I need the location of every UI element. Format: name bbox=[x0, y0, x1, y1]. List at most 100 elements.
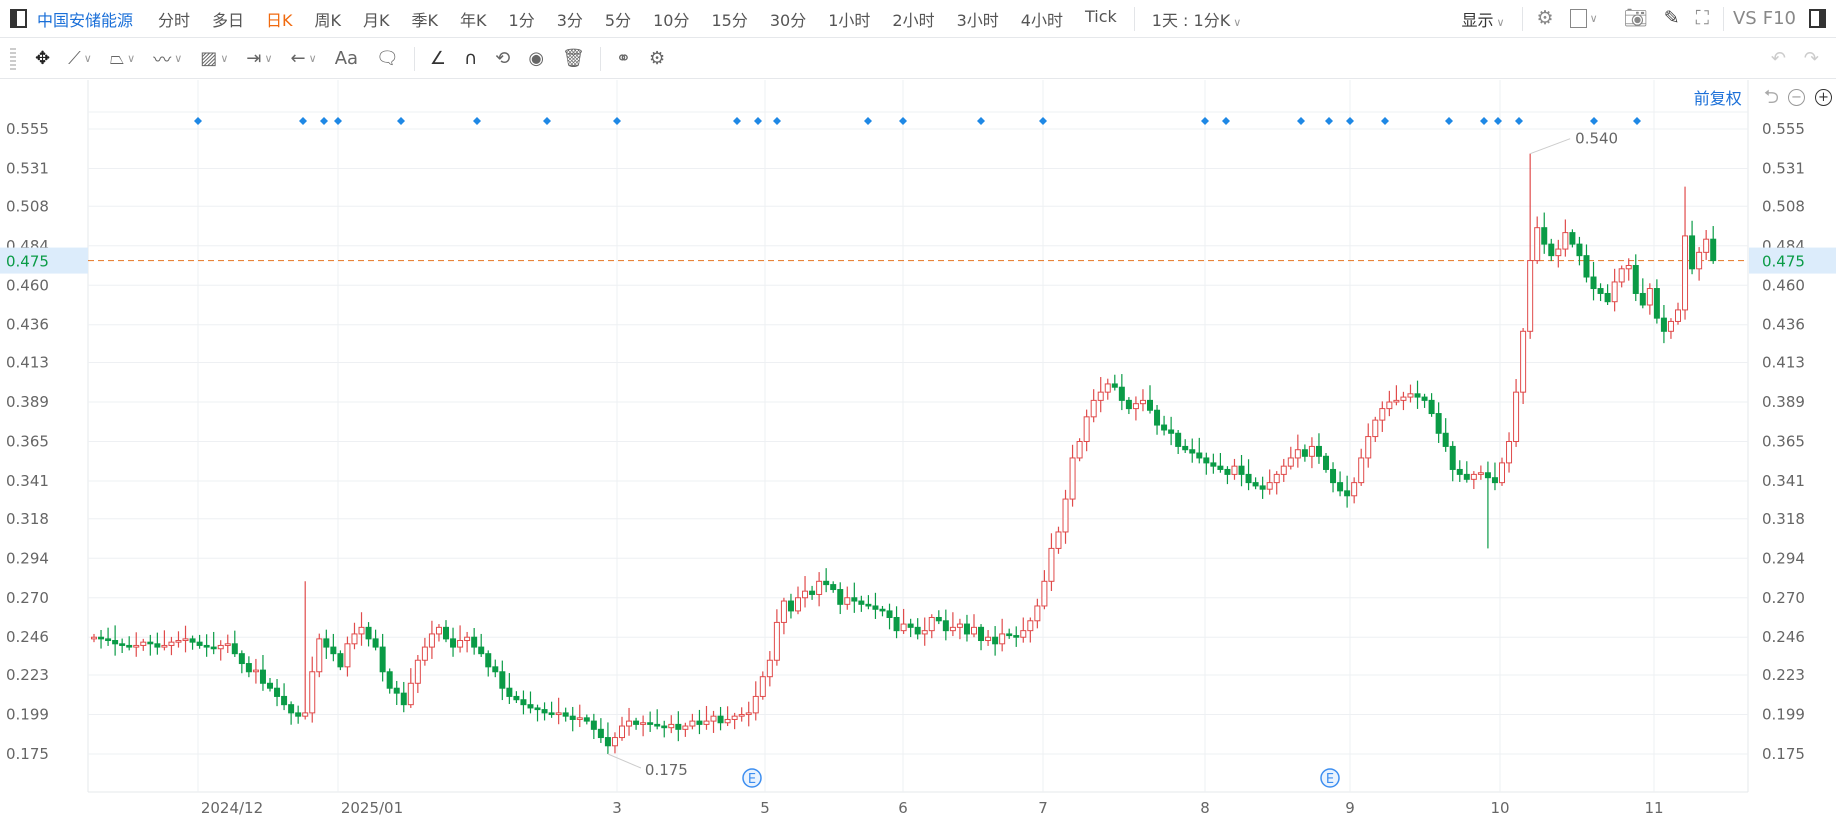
vs-button[interactable]: VS bbox=[1732, 7, 1757, 29]
right-panel-toggle-icon[interactable] bbox=[1809, 9, 1826, 28]
tab-period[interactable]: 日K bbox=[266, 10, 293, 30]
polyline-tool[interactable]: ⏢ ∨ bbox=[110, 48, 135, 69]
candle-up bbox=[1667, 320, 1674, 332]
earnings-marker-icon bbox=[742, 768, 762, 788]
comment-icon[interactable]: 🗨︎ bbox=[376, 48, 399, 69]
link-icon[interactable]: ⚭ bbox=[615, 48, 631, 69]
candle-up bbox=[1083, 416, 1090, 443]
camera-icon[interactable]: 📷︎ bbox=[1623, 7, 1648, 29]
candle-down bbox=[231, 643, 238, 655]
move-icon[interactable]: ✥ bbox=[35, 48, 51, 69]
candle-up bbox=[1400, 396, 1407, 401]
tab-period[interactable]: 30分 bbox=[769, 10, 807, 30]
current-price-right: 0.475 bbox=[1762, 253, 1805, 271]
fullscreen-icon[interactable]: ⛶ bbox=[1695, 7, 1709, 29]
reset-icon[interactable]: ⮌ bbox=[1763, 85, 1779, 108]
line-tool[interactable]: ⟋ ∨ bbox=[68, 48, 92, 69]
tab-period[interactable]: 3分 bbox=[556, 10, 583, 30]
undo-icon[interactable]: ↶ bbox=[1770, 48, 1786, 69]
candle-up bbox=[1020, 630, 1027, 638]
stock-name[interactable]: 中国安储能源 bbox=[37, 10, 134, 30]
grip-handle-icon[interactable] bbox=[10, 47, 16, 70]
candle-down bbox=[1710, 238, 1717, 262]
sync-icon[interactable]: ⟲ bbox=[495, 48, 511, 69]
event-diamond-icon bbox=[773, 117, 781, 125]
left-panel-toggle-icon[interactable] bbox=[10, 9, 27, 28]
candle-down bbox=[1210, 462, 1217, 467]
candle-down bbox=[506, 687, 513, 697]
candle-up bbox=[1470, 473, 1477, 480]
current-price-box-right bbox=[1749, 247, 1836, 274]
candle-up bbox=[1351, 482, 1358, 497]
f10-button[interactable]: F10 bbox=[1762, 7, 1796, 29]
tab-period[interactable]: 分时 bbox=[158, 10, 191, 30]
y-tick-right: 0.341 bbox=[1762, 472, 1805, 490]
candle-down bbox=[527, 704, 534, 709]
candle-down bbox=[604, 737, 611, 747]
candle-down bbox=[485, 653, 492, 668]
tab-period[interactable]: 10分 bbox=[653, 10, 690, 30]
tab-period[interactable]: 1分 bbox=[508, 10, 535, 30]
tab-period[interactable]: 季K bbox=[411, 10, 439, 30]
candle-down bbox=[492, 666, 499, 673]
display-menu[interactable]: 显示 ∨ bbox=[1461, 7, 1504, 31]
arrow-tool[interactable]: ← ∨ bbox=[291, 48, 317, 69]
candle-down bbox=[830, 584, 837, 591]
tab-period[interactable]: 15分 bbox=[711, 10, 748, 30]
layout-select[interactable]: ∨ bbox=[1569, 9, 1598, 28]
candle-up bbox=[773, 621, 780, 661]
candle-up bbox=[302, 712, 309, 717]
tab-period[interactable]: Tick bbox=[1084, 6, 1117, 26]
candle-down bbox=[337, 653, 344, 668]
tab-period[interactable]: 5分 bbox=[604, 10, 632, 30]
zoom-out-icon[interactable]: − bbox=[1788, 88, 1805, 106]
candle-up bbox=[182, 638, 189, 642]
tab-period[interactable]: 年K bbox=[460, 10, 487, 30]
gear-icon[interactable]: ⚙ bbox=[1536, 7, 1554, 29]
candle-down bbox=[267, 682, 273, 689]
candle-up bbox=[900, 623, 907, 632]
candle-down bbox=[1590, 276, 1597, 290]
measure-tool[interactable]: ⇥ ∨ bbox=[246, 48, 272, 69]
y-tick-left: 0.365 bbox=[6, 433, 49, 451]
candle-up bbox=[985, 636, 992, 642]
rect-tool[interactable]: ▨ ∨ bbox=[200, 48, 228, 69]
candle-down bbox=[1238, 465, 1245, 475]
candle-down bbox=[534, 707, 541, 711]
price-adjust-select[interactable]: 前复权 bbox=[1693, 89, 1742, 108]
candle-up bbox=[407, 682, 414, 706]
chevron-down-icon: ∨ bbox=[1233, 15, 1242, 29]
gear-icon[interactable]: ⚙ bbox=[648, 48, 666, 69]
candle-down bbox=[281, 695, 288, 706]
redo-icon[interactable]: ↷ bbox=[1803, 48, 1819, 69]
eye-icon[interactable]: ◉ bbox=[528, 48, 545, 69]
candle-down bbox=[499, 671, 506, 689]
zoom-in-icon[interactable]: + bbox=[1815, 88, 1832, 106]
x-tick: 10 bbox=[1490, 799, 1509, 817]
tab-period[interactable]: 1小时 bbox=[828, 10, 871, 30]
candle-up bbox=[1534, 227, 1541, 262]
tab-period[interactable]: 3小时 bbox=[956, 10, 999, 30]
y-tick-left: 0.389 bbox=[6, 393, 49, 411]
candle-down bbox=[1196, 452, 1203, 459]
wave-tool[interactable]: 〰 ∨ bbox=[153, 46, 182, 72]
custom-period-select[interactable]: 1天 : 1分K ∨ bbox=[1152, 7, 1241, 31]
y-tick-right: 0.318 bbox=[1762, 510, 1805, 528]
tab-period[interactable]: 周K bbox=[314, 10, 342, 30]
candle-up bbox=[759, 676, 766, 697]
tab-period[interactable]: 月K bbox=[363, 10, 390, 30]
trash-icon[interactable]: 🗑︎ bbox=[562, 48, 585, 69]
pencil-icon[interactable]: ✎ bbox=[1663, 7, 1680, 29]
candle-down bbox=[288, 704, 295, 714]
magnet-icon[interactable]: ∩ bbox=[464, 48, 478, 69]
candle-up bbox=[1379, 408, 1386, 421]
tab-period[interactable]: 2小时 bbox=[892, 10, 935, 30]
text-tool[interactable]: Aa bbox=[334, 48, 359, 69]
tab-period[interactable]: 4小时 bbox=[1020, 10, 1063, 30]
candle-down bbox=[1006, 633, 1013, 637]
candle-down bbox=[393, 687, 400, 694]
tab-period[interactable]: 多日 bbox=[212, 10, 245, 30]
angle-icon[interactable]: ∠ bbox=[429, 48, 447, 69]
candle-down bbox=[907, 623, 914, 628]
